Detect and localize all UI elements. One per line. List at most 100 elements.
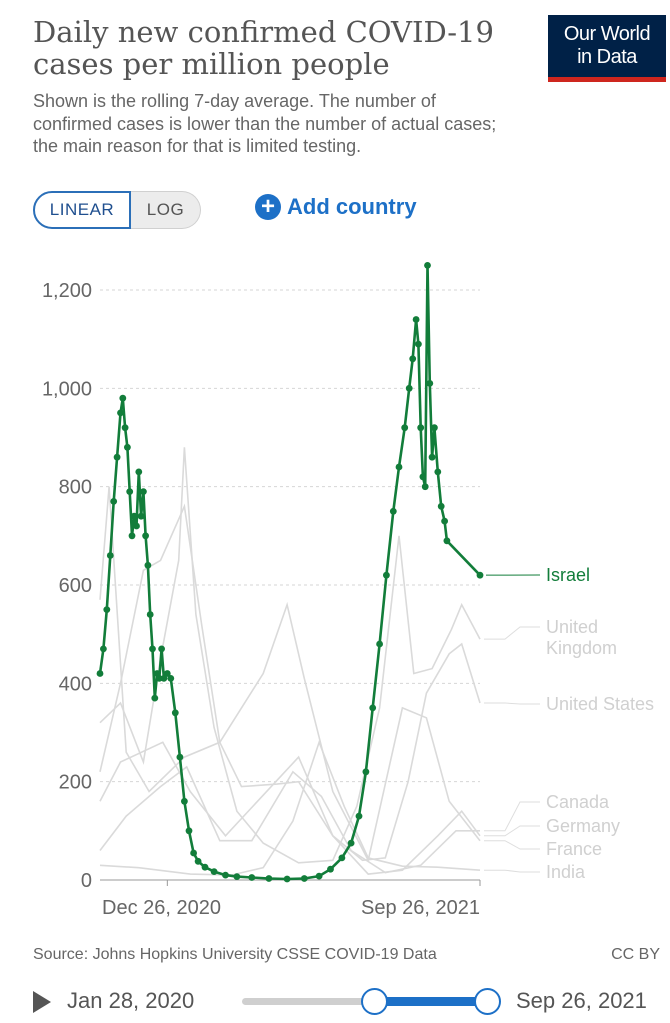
data-point [163,670,171,677]
data-point [421,483,429,491]
data-point [376,640,383,648]
legend-connector [484,840,540,850]
data-point [96,670,104,677]
data-point [441,517,448,525]
data-point [431,424,438,432]
series-line-israel [98,264,481,881]
data-point [146,611,154,618]
data-point [176,753,184,761]
data-point [144,561,152,569]
data-point [194,857,202,865]
data-point [222,871,229,879]
data-point [100,645,107,653]
plus-circle-icon: + [255,194,281,220]
timeline-start-handle[interactable] [361,988,388,1015]
data-point [117,409,124,417]
data-point [233,873,241,880]
y-tick-label: 800 [59,477,92,499]
legend-label-germany: Germany [546,816,620,836]
play-icon[interactable] [33,991,51,1013]
data-point [140,488,147,495]
data-point [476,571,484,579]
data-point [158,645,166,653]
legend-connector [484,626,540,640]
data-point [133,522,140,530]
series-line-canada [99,765,480,874]
data-point [428,453,436,461]
data-point [128,532,136,540]
data-point [248,874,256,881]
legend-label-france: France [546,839,602,859]
data-point [181,797,188,805]
y-tick-label: 400 [59,673,92,695]
series-line-united-states [99,503,481,862]
data-point [338,854,346,862]
scale-toggle: LINEAR LOG [33,191,201,229]
data-point [395,463,403,471]
data-point [412,316,420,323]
logo-line-1: Our World [563,23,651,45]
linear-scale-button[interactable]: LINEAR [33,191,131,229]
legend-label-united-kingdom: United [546,617,598,637]
data-point [424,262,431,269]
legend-label-israel: Israel [546,565,590,585]
legend-label-united-kingdom: Kingdom [546,638,617,658]
data-point [409,355,417,363]
chart-title: Daily new confirmed COVID-19 cases per m… [33,15,494,81]
source-note: Source: Johns Hopkins University CSSE CO… [33,946,437,963]
series-line-india [99,739,481,876]
data-point [130,512,138,520]
data-point [119,394,127,402]
data-point [121,424,129,432]
data-point [426,380,434,387]
data-point [185,827,193,835]
data-point [142,532,150,540]
line-chart: 0 200 400 600 800 1,000 1,200 Dec 26, 2020 Sep 2… [42,262,654,919]
data-point [415,340,422,348]
data-point [137,512,145,520]
data-point [347,839,355,847]
timeline-selected-range[interactable] [374,997,488,1006]
legend-label-india: India [546,862,586,882]
logo-line-2: in Data [577,46,637,68]
data-point [190,849,198,857]
legend-label-united-states: United States [546,694,654,714]
x-tick-label: Dec 26, 2020 [102,897,221,919]
data-point [419,473,427,481]
series-line-germany [99,741,481,875]
x-tick-label: Sep 26, 2021 [361,897,480,919]
y-tick-label: 0 [81,870,92,892]
timeline-start-label: Jan 28, 2020 [67,988,195,1013]
data-point [210,868,218,875]
data-point [315,872,323,880]
data-point [110,498,118,505]
data-point [434,468,442,476]
data-point [405,384,413,392]
chart-subtitle: Shown is the rolling 7-day average. The … [33,91,497,156]
data-point [362,768,370,776]
legend-connector [484,869,540,873]
data-point [369,704,377,712]
series-line-france [99,486,481,863]
add-country-label: Add country [287,194,417,219]
data-point [113,453,121,461]
timeline: Jan 28, 2020 Sep 26, 2021 [0,983,670,1021]
data-point [103,606,111,613]
data-point [383,571,390,579]
data-point [401,424,409,432]
y-tick-label: 1,200 [42,280,92,302]
y-tick-label: 1,000 [42,378,92,400]
data-point [201,863,209,871]
owid-logo[interactable]: Our World in Data [548,15,666,82]
data-point [443,537,451,545]
y-tick-label: 600 [59,575,92,597]
log-scale-button[interactable]: LOG [131,191,201,229]
add-country-button[interactable]: + Add country [255,194,417,220]
data-point [437,502,445,510]
license-link[interactable]: CC BY [611,946,660,963]
data-point [389,507,397,515]
data-point [167,675,175,682]
data-point [283,875,291,883]
timeline-end-handle[interactable] [474,988,501,1015]
data-point [327,865,334,873]
